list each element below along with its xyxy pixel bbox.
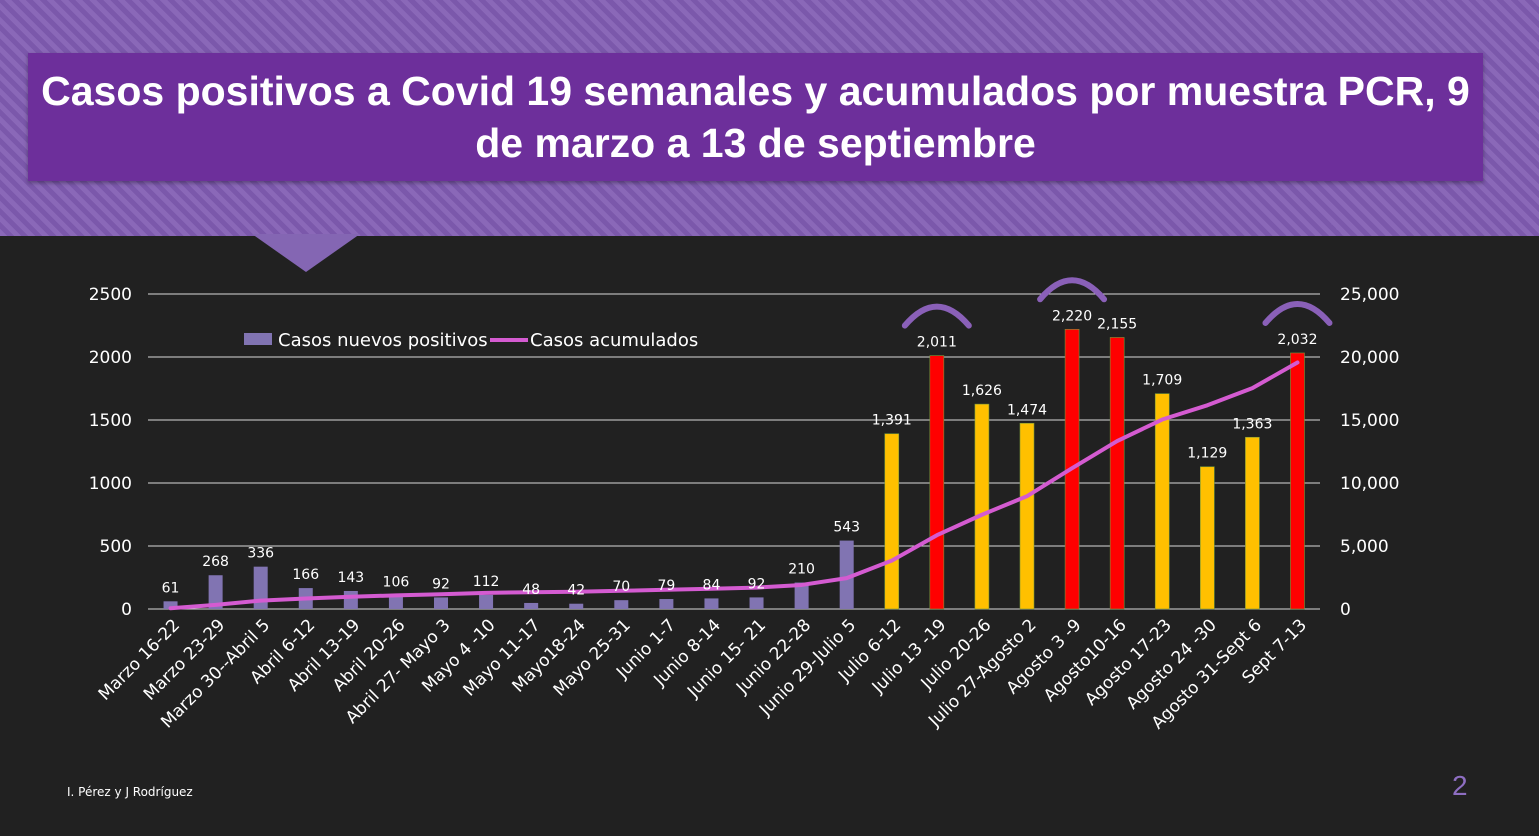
slide-title: Casos positivos a Covid 19 semanales y a… [41, 68, 1470, 166]
bar-value-label: 1,129 [1187, 446, 1227, 462]
highlight-arc [1037, 277, 1108, 303]
bar [208, 575, 223, 609]
highlight-arc [901, 303, 972, 329]
callout-pointer [252, 234, 360, 272]
cumulative-line [168, 360, 1300, 611]
bar [884, 433, 900, 610]
bar-value-label: 543 [833, 520, 860, 536]
bar [749, 597, 764, 609]
bar-value-label: 210 [788, 562, 815, 578]
right-axis-ticks: 0 5,000 10,000 15,000 20,000 25,000 [1340, 285, 1399, 620]
bar-value-label: 2,220 [1052, 308, 1092, 324]
legend-label-bars: Casos nuevos positivos [278, 330, 488, 351]
y-right-tick-label: 0 [1340, 600, 1351, 620]
bar-value-label: 1,709 [1142, 373, 1182, 389]
bar-value-label: 92 [748, 576, 766, 592]
bars-series [163, 328, 1305, 610]
bar [253, 566, 268, 609]
highlight-arcs [901, 277, 1333, 329]
bar-value-label: 166 [292, 567, 319, 583]
bar [1109, 337, 1125, 610]
bar-value-label: 48 [522, 582, 540, 598]
bar-value-label: 1,474 [1007, 402, 1047, 418]
y-left-tick-label: 2500 [89, 285, 132, 305]
bar [704, 598, 719, 609]
bar-value-label: 70 [612, 579, 630, 595]
y-right-tick-label: 5,000 [1340, 537, 1389, 557]
line-series [168, 360, 1300, 611]
highlight-arc [1262, 300, 1333, 326]
bar-value-label: 2,155 [1097, 316, 1137, 332]
bar-value-label: 106 [383, 575, 410, 591]
bar-value-label: 143 [337, 570, 364, 586]
bar [839, 540, 854, 609]
bar [614, 600, 629, 609]
y-right-tick-label: 15,000 [1340, 411, 1399, 431]
y-left-tick-label: 1500 [89, 411, 132, 431]
bar-value-label: 112 [473, 574, 500, 590]
legend-label-line: Casos acumulados [530, 330, 698, 351]
bar [479, 594, 494, 609]
bar [524, 602, 539, 609]
legend: Casos nuevos positivos Casos acumulados [244, 330, 698, 351]
bar [929, 355, 945, 610]
bar [1154, 393, 1170, 610]
bar [569, 603, 584, 609]
bar [1290, 352, 1305, 610]
bar [1200, 466, 1215, 610]
bar-value-label: 268 [202, 554, 229, 570]
left-axis-ticks: 0 500 1000 1500 2000 2500 [89, 285, 132, 620]
y-left-tick-label: 0 [121, 600, 132, 620]
bar-value-label: 2,032 [1277, 332, 1317, 348]
y-left-tick-label: 1000 [89, 474, 132, 494]
bar-value-label: 1,391 [872, 413, 912, 429]
title-box: Casos positivos a Covid 19 semanales y a… [28, 53, 1483, 181]
bar-value-label: 84 [703, 577, 721, 593]
legend-swatch-bars [244, 333, 272, 345]
y-right-tick-label: 25,000 [1340, 285, 1399, 305]
bar [163, 601, 178, 609]
y-left-tick-label: 500 [100, 537, 132, 557]
bar [434, 597, 448, 609]
bar-value-label: 79 [657, 578, 675, 594]
bar [343, 590, 358, 609]
y-right-tick-label: 10,000 [1340, 474, 1399, 494]
bar [1019, 422, 1035, 610]
y-left-tick-label: 2000 [89, 348, 132, 368]
bar [974, 403, 990, 610]
bar [388, 595, 403, 609]
bar-value-label: 1,626 [962, 383, 1002, 399]
bar [1245, 436, 1260, 610]
y-right-tick-label: 20,000 [1340, 348, 1399, 368]
bar [794, 582, 809, 609]
bar-value-label: 2,011 [917, 335, 957, 351]
bar [659, 599, 674, 609]
data-labels: 61 268 336 166 143 106 92 112 48 42 70 79 84 92 210 543… [162, 308, 1318, 598]
footer-credit: I. Pérez y J Rodríguez [67, 785, 193, 799]
bar-value-label: 336 [247, 546, 274, 562]
bar-value-label: 92 [432, 576, 450, 592]
page-number: 2 [1452, 770, 1468, 801]
bar-value-label: 1,363 [1232, 416, 1272, 432]
bar-value-label: 42 [567, 583, 585, 599]
bar-value-label: 61 [162, 580, 180, 596]
gridlines [148, 293, 1320, 610]
